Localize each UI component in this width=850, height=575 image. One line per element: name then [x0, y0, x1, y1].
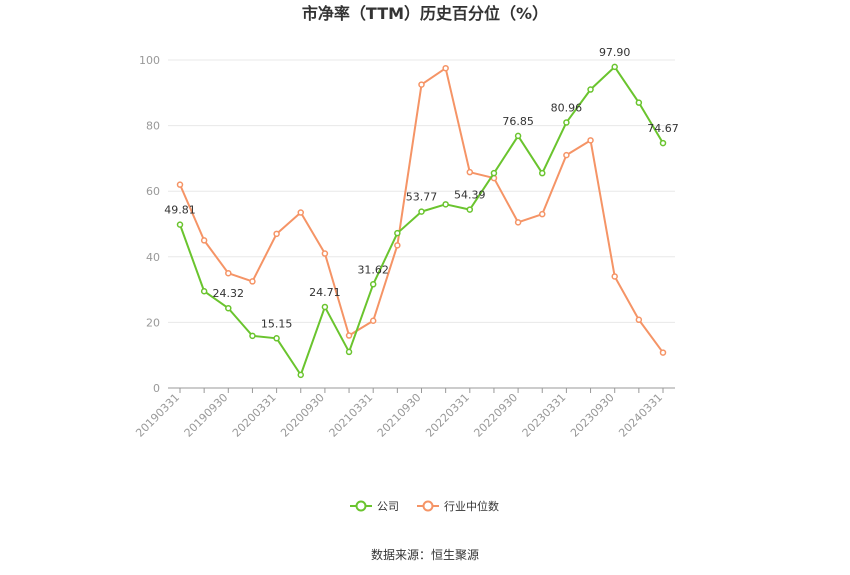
data-label: 80.96: [551, 101, 583, 114]
data-point[interactable]: [345, 332, 353, 339]
x-tick-label: 20230930: [568, 391, 617, 440]
data-point[interactable]: [587, 137, 594, 144]
legend-label: 公司: [377, 500, 399, 513]
data-point[interactable]: [321, 250, 329, 257]
data-point[interactable]: [418, 81, 425, 88]
data-point[interactable]: [514, 219, 522, 226]
grid-lines: [168, 59, 675, 323]
legend-label: 行业中位数: [444, 499, 499, 513]
data-label: 24.32: [213, 287, 245, 300]
legend-item-company[interactable]: 公司: [350, 500, 399, 513]
data-point[interactable]: [587, 86, 594, 93]
data-point[interactable]: [442, 64, 449, 72]
data-label: 53.77: [406, 191, 438, 204]
data-point[interactable]: [176, 221, 184, 228]
x-axis: 20190331 20190930 20200331 20200930 20210331…: [133, 387, 675, 440]
y-tick-label: 40: [146, 251, 160, 264]
data-label: 24.71: [309, 286, 341, 299]
x-tick-label: 20240331: [616, 391, 665, 440]
data-point[interactable]: [514, 132, 522, 140]
data-label: 74.67: [647, 122, 679, 135]
series-group: [176, 63, 667, 379]
series-line: [179, 65, 664, 376]
data-point[interactable]: [539, 169, 546, 177]
data-labels: 49.81 24.32 15.15 24.71 31.62 53.77 54.39 76.85…: [164, 46, 679, 330]
data-point[interactable]: [297, 371, 304, 379]
data-label: 31.62: [357, 263, 389, 276]
y-tick-label: 0: [153, 382, 160, 395]
data-point[interactable]: [273, 335, 280, 342]
data-point[interactable]: [394, 242, 401, 249]
data-point[interactable]: [635, 99, 643, 106]
y-tick-label: 80: [146, 120, 160, 133]
data-point[interactable]: [659, 139, 667, 147]
data-label: 54.39: [454, 189, 486, 202]
data-point[interactable]: [249, 332, 256, 340]
data-point[interactable]: [490, 169, 498, 177]
data-point[interactable]: [249, 278, 256, 285]
y-tick-label: 60: [146, 185, 160, 198]
data-point[interactable]: [225, 304, 232, 312]
legend-marker: [422, 500, 434, 512]
data-point[interactable]: [611, 63, 618, 71]
data-point[interactable]: [635, 316, 643, 324]
data-point[interactable]: [176, 181, 184, 188]
data-point[interactable]: [563, 119, 570, 126]
x-tick-label: 20210331: [327, 391, 376, 440]
data-label: 49.81: [164, 204, 196, 217]
legend-item-industry-median[interactable]: 行业中位数: [417, 499, 499, 513]
x-tick-label: 20200930: [278, 391, 327, 440]
chart-title: 市净率（TTM）历史百分位（%）: [302, 4, 548, 23]
data-point[interactable]: [394, 229, 401, 237]
x-tick-label: 20210930: [375, 391, 424, 440]
data-point[interactable]: [297, 209, 304, 216]
x-tick-label: 20220930: [471, 391, 520, 440]
series-industry-median: [176, 64, 667, 356]
x-tick-label: 20190331: [133, 391, 182, 440]
data-point[interactable]: [200, 287, 208, 295]
data-point[interactable]: [466, 206, 474, 213]
x-tick-label: 20220331: [423, 391, 472, 440]
data-point[interactable]: [442, 201, 449, 208]
data-label: 76.85: [502, 115, 534, 128]
series-company: [176, 63, 667, 379]
data-point[interactable]: [225, 269, 232, 277]
data-point[interactable]: [418, 208, 425, 215]
data-point[interactable]: [200, 237, 208, 244]
data-point[interactable]: [563, 151, 570, 159]
x-tick-label: 20190930: [182, 391, 231, 440]
legend[interactable]: 公司 行业中位数: [350, 499, 499, 513]
y-tick-label: 100: [139, 54, 160, 67]
data-point[interactable]: [273, 230, 280, 238]
x-tick-label: 20200331: [230, 391, 279, 440]
x-tick-label: 20230331: [520, 391, 569, 440]
data-point[interactable]: [321, 303, 329, 311]
data-point[interactable]: [611, 273, 618, 280]
data-point[interactable]: [539, 210, 546, 218]
data-label: 15.15: [261, 317, 293, 330]
y-axis: 0 20 40 60 80 100: [139, 54, 160, 395]
data-point[interactable]: [369, 317, 377, 325]
y-tick-label: 20: [146, 316, 160, 329]
legend-marker: [355, 500, 367, 512]
data-point[interactable]: [369, 281, 377, 288]
data-label: 97.90: [599, 46, 631, 59]
data-point[interactable]: [659, 349, 667, 356]
data-point[interactable]: [345, 348, 353, 356]
source-note: 数据来源：恒生聚源: [371, 547, 479, 562]
data-point[interactable]: [466, 168, 474, 176]
